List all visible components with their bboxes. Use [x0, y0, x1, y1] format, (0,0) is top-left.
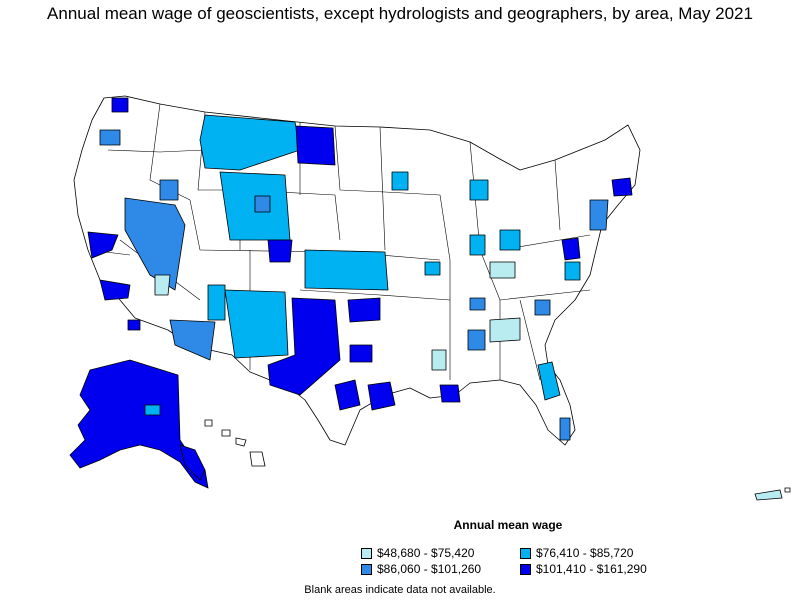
region-nd — [295, 125, 336, 166]
alaska-body — [69, 359, 209, 489]
legend-item-2: $76,410 - $85,720 — [520, 546, 633, 560]
region-ca-bay — [87, 231, 119, 259]
region-mo — [424, 261, 441, 276]
region-wa — [99, 129, 121, 146]
region-ms — [431, 349, 447, 371]
hawaii — [204, 419, 266, 467]
region-sc — [534, 299, 551, 316]
legend-label-1: $48,680 - $75,420 — [377, 546, 475, 560]
region-tx-austin — [334, 379, 361, 411]
legend-item-4: $101,410 - $161,290 — [520, 562, 647, 576]
legend-label-3: $86,060 - $101,260 — [377, 562, 482, 576]
region-co — [267, 239, 293, 263]
legend-label-4: $101,410 - $161,290 — [536, 562, 647, 576]
alaska-region — [144, 404, 161, 416]
legend-swatch-1 — [361, 547, 372, 559]
alaska — [69, 359, 209, 489]
legend-swatch-2 — [520, 547, 531, 559]
region-ca-la — [99, 279, 131, 301]
region-ca-s — [127, 319, 141, 331]
region-al — [467, 329, 486, 351]
legend-swatch-4 — [520, 563, 531, 575]
region-tx-houston — [367, 381, 396, 411]
region-tx-ne — [349, 344, 373, 363]
region-ut — [254, 195, 271, 213]
map-title: Annual mean wage of geoscientists, excep… — [47, 4, 753, 23]
region-la — [439, 384, 461, 403]
region-ma — [611, 177, 633, 197]
legend-label-2: $76,410 - $85,720 — [536, 546, 634, 560]
region-id — [159, 179, 179, 201]
region-mi — [469, 179, 489, 201]
region-ky — [489, 261, 516, 279]
region-az — [169, 319, 216, 361]
legend-title: Annual mean wage — [453, 518, 563, 532]
region-nm — [224, 289, 289, 359]
region-az-n — [207, 284, 226, 321]
region-mn — [391, 171, 409, 191]
region-oh — [499, 229, 521, 251]
region-ok — [347, 297, 381, 323]
region-tx-w — [267, 297, 341, 396]
footnote: Blank areas indicate data not available. — [304, 584, 496, 596]
contiguous-us-map — [73, 95, 641, 446]
region-fl — [537, 361, 561, 401]
region-ar — [469, 297, 486, 311]
region-ks — [304, 249, 389, 291]
legend-item-3: $86,060 - $101,260 — [361, 562, 481, 576]
region-tn — [489, 317, 521, 343]
region-va — [564, 261, 581, 281]
alaska-panhandle — [179, 444, 206, 481]
region-nj — [589, 199, 609, 231]
region-in — [469, 234, 486, 256]
legend-item-1: $48,680 - $75,420 — [361, 546, 474, 560]
legend-swatch-3 — [361, 563, 372, 575]
region-ne-dc — [561, 237, 581, 261]
puerto-rico — [754, 487, 791, 501]
region-fl-s — [559, 417, 571, 441]
region-wa-n — [111, 97, 129, 113]
region-nv — [124, 197, 186, 291]
region-az-s — [154, 274, 171, 296]
region-fills — [87, 97, 633, 441]
